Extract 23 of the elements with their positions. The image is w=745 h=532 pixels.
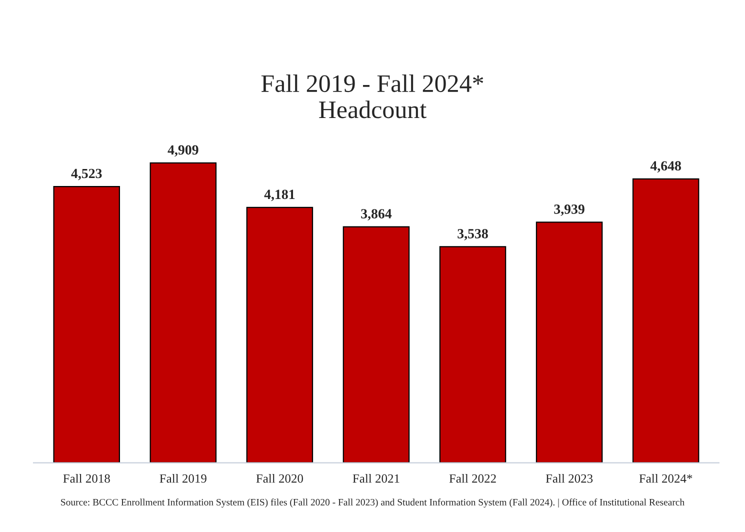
data-label: 4,909 [168,145,198,157]
data-label: 3,864 [361,209,392,220]
data-label: 4,181 [264,190,295,202]
x-tick-label: Fall 2022 [449,474,496,483]
x-tick-label: Fall 2018 [63,474,110,483]
bar [246,206,314,463]
x-tick-label: Fall 2024* [639,474,692,483]
data-label: 4,648 [650,161,681,173]
x-tick-label: Fall 2020 [256,474,303,483]
bar [536,222,603,463]
data-label: 3,538 [458,228,488,240]
chart-title: Fall 2019 - Fall 2024* Headcount [261,74,484,118]
bar [150,162,217,463]
source-note: Source: BCCC Enrollment Information System (EIS) files (Fall 2020 - Fall 2023) and Student Information System (Fall 2024). | Office of Institutional Research [61,498,684,508]
x-tick-label: Fall 2021 [352,474,400,483]
bar [342,226,410,463]
x-tick-label: Fall 2023 [546,474,593,483]
bar [439,246,506,463]
bar [53,186,120,463]
data-label: 3,939 [554,204,584,216]
data-label: 4,523 [71,168,102,180]
bar [632,178,700,463]
x-tick-label: Fall 2019 [160,474,206,483]
